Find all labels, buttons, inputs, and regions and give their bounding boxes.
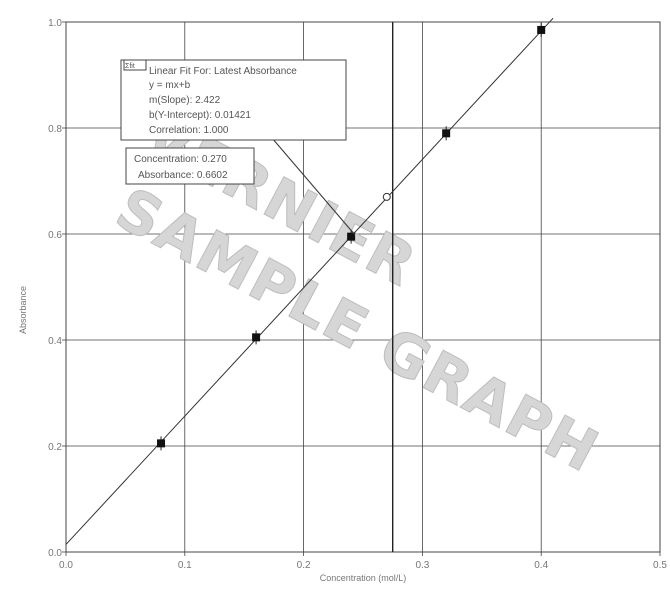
interpolation-box[interactable]: Concentration: 0.270 Absorbance: 0.6602	[126, 148, 254, 184]
fit-box-slope: m(Slope): 2.422	[149, 95, 221, 106]
interpolated-point-marker	[383, 193, 390, 200]
y-tick-label: 0.8	[48, 124, 62, 135]
x-tick-label: 0.2	[297, 560, 311, 571]
x-tick-label: 0.0	[59, 560, 73, 571]
interp-box-absorbance: Absorbance: 0.6602	[138, 170, 228, 181]
y-tick-labels: 0.0 0.2 0.4 0.6 0.8 1.0	[48, 18, 62, 559]
fit-box-title: Linear Fit For: Latest Absorbance	[149, 66, 297, 77]
interpolated-point	[383, 193, 390, 200]
fit-box-icon-label: Σfit	[125, 63, 135, 70]
x-tick-label: 0.1	[178, 560, 192, 571]
x-tick-labels: 0.0 0.1 0.2 0.3 0.4 0.5	[59, 560, 667, 571]
x-tick-label: 0.4	[534, 560, 548, 571]
y-tick-label: 0.0	[48, 548, 62, 559]
data-point	[537, 26, 545, 34]
y-axis-label: Absorbance	[18, 286, 28, 334]
y-tick-label: 1.0	[48, 18, 62, 29]
x-axis-label: Concentration (mol/L)	[320, 573, 407, 583]
y-tick-label: 0.2	[48, 442, 62, 453]
fit-box-equation: y = mx+b	[149, 80, 191, 91]
y-tick-label: 0.6	[48, 230, 62, 241]
data-point	[442, 129, 450, 137]
x-tick-label: 0.5	[653, 560, 667, 571]
y-tick-label: 0.4	[48, 336, 62, 347]
x-tick-label: 0.3	[415, 560, 429, 571]
fit-box[interactable]: Σfit Linear Fit For: Latest Absorbance y…	[121, 60, 346, 140]
interp-box-concentration: Concentration: 0.270	[134, 154, 227, 165]
data-point	[157, 439, 165, 447]
fit-box-correlation: Correlation: 1.000	[149, 125, 229, 136]
fit-box-intercept: b(Y-Intercept): 0.01421	[149, 110, 251, 121]
data-point	[252, 333, 260, 341]
